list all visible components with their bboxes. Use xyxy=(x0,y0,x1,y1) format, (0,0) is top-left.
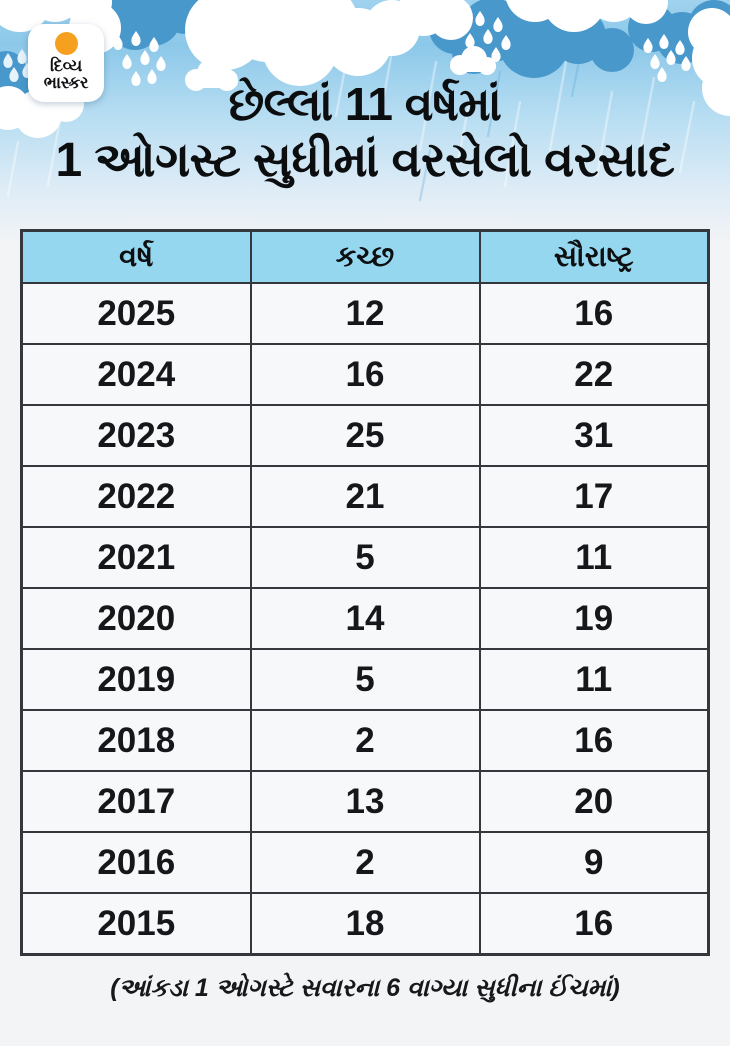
year-cell: 2018 xyxy=(20,709,252,772)
table-row: 2023 25 31 xyxy=(20,404,710,467)
year-cell: 2017 xyxy=(20,770,252,833)
table-row: 2016 2 9 xyxy=(20,831,710,894)
divya-bhaskar-logo: દિવ્ય ભાસ્કર xyxy=(28,24,104,102)
kutch-cell: 2 xyxy=(249,709,481,772)
table-row: 2020 14 19 xyxy=(20,587,710,650)
year-cell: 2023 xyxy=(20,404,252,467)
rainfall-table: વર્ષ કચ્છ સૌરાષ્ટ્ર 2025 12 16 2024 16 2… xyxy=(20,229,710,956)
table-row: 2015 18 16 xyxy=(20,892,710,956)
saurashtra-cell: 16 xyxy=(478,709,710,772)
kutch-cell: 13 xyxy=(249,770,481,833)
sun-icon xyxy=(54,32,78,55)
year-cell: 2019 xyxy=(20,648,252,711)
saurashtra-cell: 11 xyxy=(478,526,710,589)
year-cell: 2015 xyxy=(20,892,252,956)
saurashtra-cell: 19 xyxy=(478,587,710,650)
logo-text-line2: ભાસ્કર xyxy=(43,74,89,93)
kutch-cell: 5 xyxy=(249,648,481,711)
saurashtra-cell: 20 xyxy=(478,770,710,833)
raindrops-white-center xyxy=(457,11,511,64)
year-cell: 2016 xyxy=(20,831,252,894)
column-header-year: વર્ષ xyxy=(20,229,252,284)
logo-text-line1: દિવ્ય xyxy=(50,57,82,75)
kutch-cell: 18 xyxy=(249,892,481,956)
table-row: 2022 21 17 xyxy=(20,465,710,528)
table-row: 2025 12 16 xyxy=(20,282,710,345)
table-row: 2019 5 11 xyxy=(20,648,710,711)
year-cell: 2021 xyxy=(20,526,252,589)
saurashtra-cell: 17 xyxy=(478,465,710,528)
table-row: 2018 2 16 xyxy=(20,709,710,772)
column-header-kutch: કચ્છ xyxy=(249,229,481,284)
year-cell: 2025 xyxy=(20,282,252,345)
kutch-cell: 14 xyxy=(249,587,481,650)
kutch-cell: 12 xyxy=(249,282,481,345)
table-header-row: વર્ષ કચ્છ સૌરાષ્ટ્ર xyxy=(20,229,710,284)
year-cell: 2020 xyxy=(20,587,252,650)
table-row: 2024 16 22 xyxy=(20,343,710,406)
footnote: (આંકડા 1 ઓગસ્ટે સવારના 6 વાગ્યા સુધીના ઈ… xyxy=(110,974,620,1002)
column-header-saurashtra: સૌરાષ્ટ્ર xyxy=(478,229,710,284)
kutch-cell: 21 xyxy=(249,465,481,528)
saurashtra-cell: 16 xyxy=(478,892,710,956)
saurashtra-cell: 22 xyxy=(478,343,710,406)
kutch-cell: 2 xyxy=(249,831,481,894)
raindrops-white-right xyxy=(643,34,691,82)
kutch-cell: 25 xyxy=(249,404,481,467)
year-cell: 2024 xyxy=(20,343,252,406)
table-row: 2017 13 20 xyxy=(20,770,710,833)
saurashtra-cell: 31 xyxy=(478,404,710,467)
title-line2: 1 ઓગસ્ટ સુધીમાં વરસેલો વરસાદ xyxy=(55,134,675,188)
kutch-cell: 5 xyxy=(249,526,481,589)
year-cell: 2022 xyxy=(20,465,252,528)
kutch-cell: 16 xyxy=(249,343,481,406)
saurashtra-cell: 16 xyxy=(478,282,710,345)
title-line1: છેલ્લાં 11 વર્ષમાં xyxy=(228,78,502,130)
saurashtra-cell: 9 xyxy=(478,831,710,894)
table-row: 2021 5 11 xyxy=(20,526,710,589)
page-title: છેલ્લાં 11 વર્ષમાં 1 ઓગસ્ટ સુધીમાં વરસેલ… xyxy=(0,76,730,191)
saurashtra-cell: 11 xyxy=(478,648,710,711)
